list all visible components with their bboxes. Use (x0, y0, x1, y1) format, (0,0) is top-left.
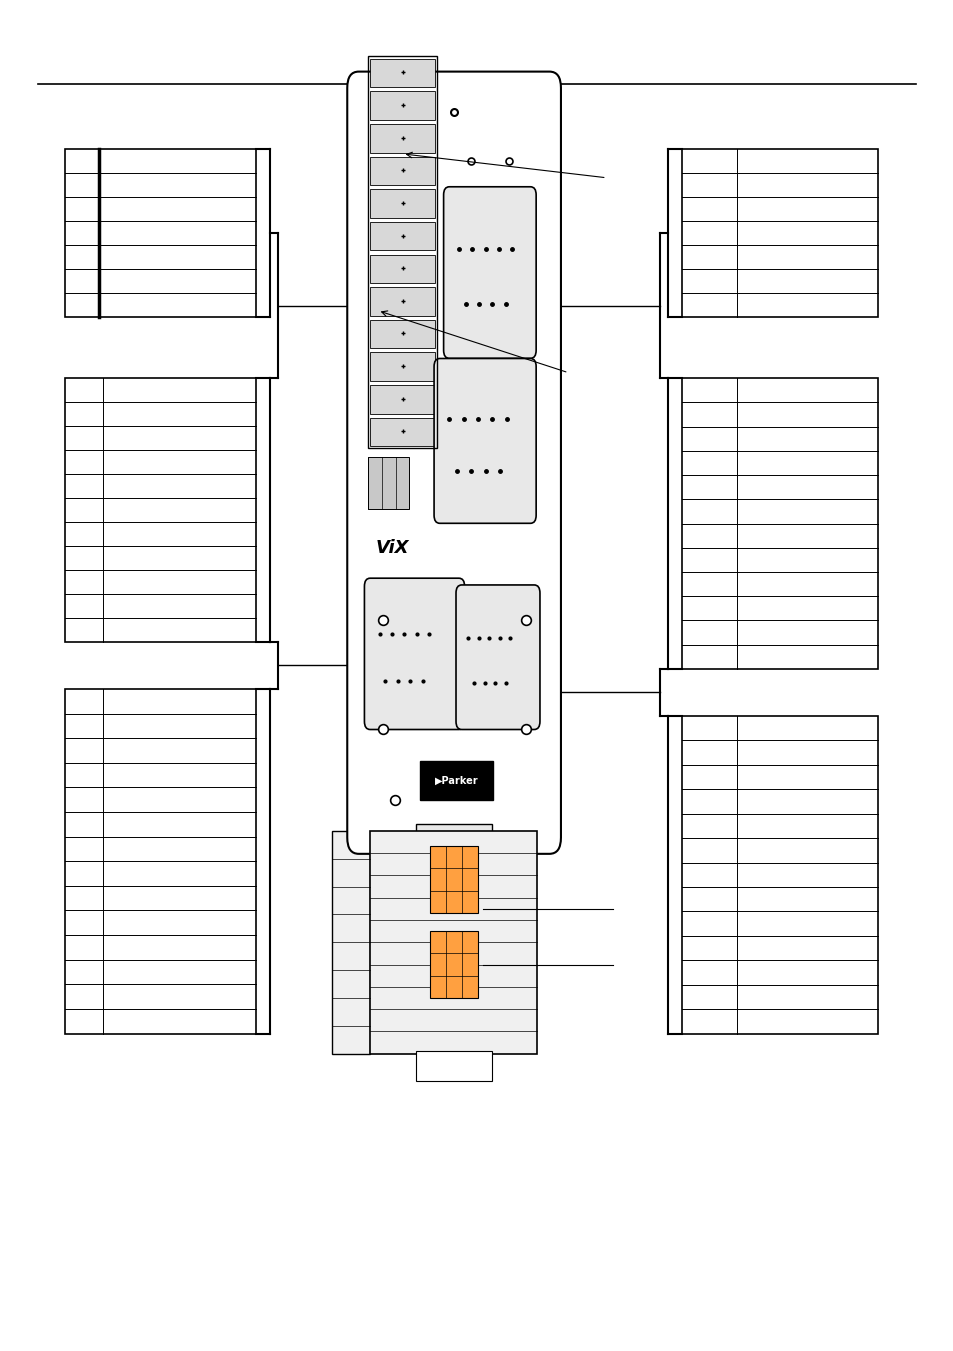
Bar (430, 846, 477, 913)
Bar (681, 378, 877, 669)
Bar (370, 320, 435, 349)
Bar (65, 149, 255, 317)
Bar (65, 689, 255, 1034)
Bar (370, 189, 435, 218)
Bar (370, 417, 435, 446)
Bar (370, 222, 435, 250)
FancyBboxPatch shape (456, 585, 539, 730)
FancyBboxPatch shape (434, 358, 536, 523)
Bar (370, 288, 435, 316)
Bar (368, 457, 409, 508)
Bar (368, 55, 436, 447)
Bar (681, 149, 877, 317)
FancyBboxPatch shape (364, 578, 464, 730)
Bar (370, 254, 435, 284)
FancyBboxPatch shape (443, 186, 536, 358)
Bar (416, 1051, 492, 1081)
Bar (416, 824, 492, 878)
Bar (65, 378, 255, 642)
Bar (370, 385, 435, 413)
Bar (370, 124, 435, 153)
Bar (430, 931, 477, 998)
Bar (370, 92, 435, 120)
Bar (370, 58, 435, 88)
Bar (370, 831, 537, 1054)
FancyBboxPatch shape (347, 72, 560, 854)
Bar (681, 716, 877, 1034)
Bar (332, 831, 370, 1054)
Bar (370, 353, 435, 381)
Text: ▶Parker: ▶Parker (435, 775, 478, 785)
Bar (370, 157, 435, 185)
Text: ViX: ViX (375, 539, 409, 557)
